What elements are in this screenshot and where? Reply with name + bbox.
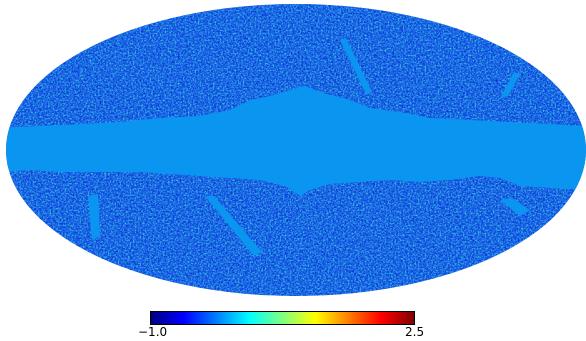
mollweide-sky-map [6, 4, 586, 296]
mask-streak-left [88, 194, 100, 240]
map-disk [6, 4, 586, 296]
colorbar-min-label: −1.0 [138, 325, 168, 339]
mask-streak-north [340, 38, 372, 94]
galactic-plane-mask [6, 86, 586, 196]
mask-streak-right-upper [500, 72, 520, 98]
colorbar-max-label: 2.5 [405, 325, 425, 339]
mask-streak-sw [205, 196, 262, 256]
mask-streak-right-lower [500, 198, 530, 216]
colorbar [150, 311, 415, 325]
